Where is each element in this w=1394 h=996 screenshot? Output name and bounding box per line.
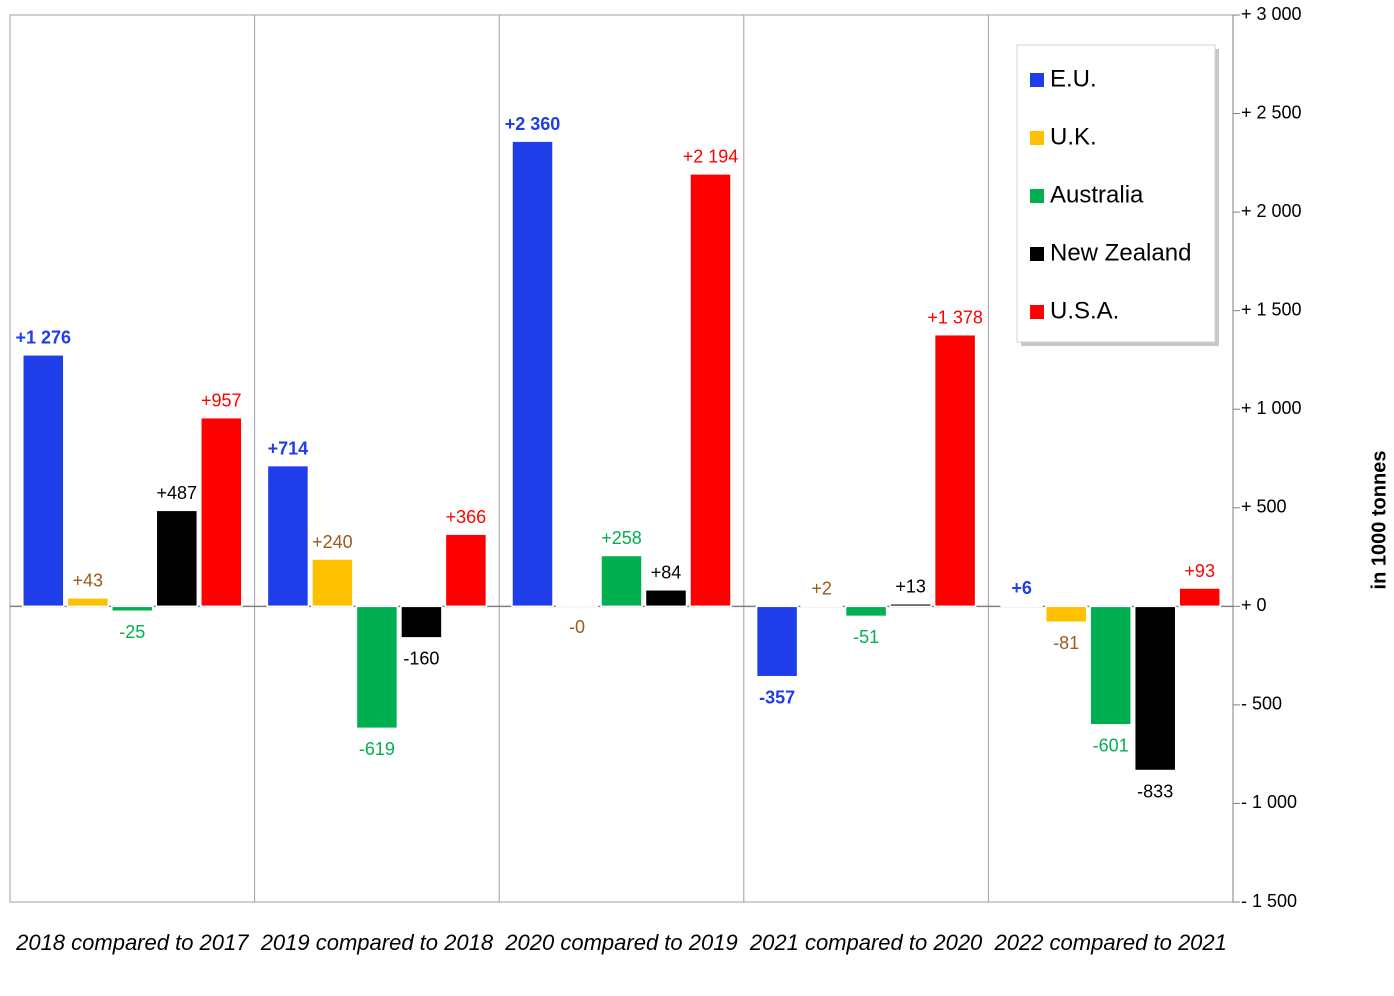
legend-label: U.S.A.	[1050, 297, 1119, 324]
y-tick-label: + 1 000	[1241, 398, 1302, 418]
bar	[1133, 605, 1177, 772]
bar	[1178, 587, 1221, 608]
bar	[755, 605, 799, 678]
value-label: +957	[201, 390, 242, 410]
bar	[444, 533, 488, 608]
value-label: +366	[446, 507, 487, 527]
value-label: -357	[759, 687, 795, 707]
y-tick-label: - 1 000	[1241, 792, 1297, 812]
bar	[889, 603, 932, 608]
value-label: -619	[359, 739, 395, 759]
bar	[644, 589, 688, 608]
value-label: +2 360	[505, 114, 561, 134]
y-tick-label: - 500	[1241, 694, 1282, 714]
legend: E.U. U.K. Australia New Zealand U.S.A.	[1016, 44, 1219, 346]
value-label: -833	[1137, 781, 1173, 801]
bar	[22, 354, 65, 608]
y-axis-title: in 1000 tonnes	[1368, 451, 1390, 590]
y-tick-label: + 0	[1241, 595, 1267, 615]
value-label: +240	[312, 532, 353, 552]
bar	[200, 416, 243, 608]
legend-swatch	[1030, 305, 1044, 319]
bar	[1000, 604, 1043, 608]
value-label: -160	[403, 649, 439, 669]
value-label: +6	[1011, 578, 1032, 598]
legend-box	[1016, 44, 1216, 343]
bar	[155, 509, 199, 608]
bar	[1044, 605, 1088, 624]
value-label: +84	[651, 563, 682, 583]
value-label: -51	[853, 627, 879, 647]
legend-swatch	[1030, 73, 1044, 87]
y-tick-label: - 1 500	[1241, 891, 1297, 911]
y-tick-label: + 1 500	[1241, 299, 1302, 319]
value-label: +1 378	[927, 307, 983, 327]
value-label: +13	[895, 577, 926, 597]
bar	[511, 140, 554, 608]
value-label: +2 194	[683, 147, 739, 167]
legend-label: U.K.	[1050, 123, 1097, 150]
legend-label: Australia	[1050, 181, 1144, 208]
bar	[844, 605, 888, 618]
value-label: -601	[1093, 736, 1129, 756]
x-tick-label: 2020 compared to 2019	[505, 930, 738, 955]
bar	[689, 173, 732, 608]
legend-label: New Zealand	[1050, 239, 1191, 266]
bar	[933, 333, 977, 608]
value-label: -81	[1053, 633, 1079, 653]
bar	[355, 605, 399, 730]
legend-swatch	[1030, 247, 1044, 261]
value-label: -25	[119, 622, 145, 642]
value-label: -0	[569, 617, 585, 637]
bar	[266, 464, 310, 608]
x-tick-label: 2021 compared to 2020	[749, 930, 983, 955]
x-tick-label: 2018 compared to 2017	[16, 930, 249, 955]
value-label: +258	[601, 528, 642, 548]
y-tick-label: + 500	[1241, 497, 1287, 517]
x-tick-label: 2019 compared to 2018	[260, 930, 494, 955]
y-tick-label: + 2 000	[1241, 201, 1302, 221]
bar	[400, 605, 443, 639]
y-tick-label: + 2 500	[1241, 102, 1302, 122]
x-tick-label: 2022 compared to 2021	[994, 930, 1227, 955]
value-label: +1 276	[16, 328, 72, 348]
value-label: +2	[811, 579, 832, 599]
legend-swatch	[1030, 189, 1044, 203]
value-label: +43	[73, 571, 104, 591]
bar	[600, 554, 643, 608]
value-label: +714	[268, 438, 309, 458]
bar	[311, 558, 354, 608]
bar	[66, 597, 110, 608]
value-label: +487	[157, 483, 198, 503]
bar	[111, 605, 154, 613]
bar	[1089, 605, 1132, 726]
y-tick-label: + 3 000	[1241, 4, 1302, 24]
value-label: +93	[1184, 561, 1215, 581]
legend-swatch	[1030, 131, 1044, 145]
legend-label: E.U.	[1050, 65, 1097, 92]
